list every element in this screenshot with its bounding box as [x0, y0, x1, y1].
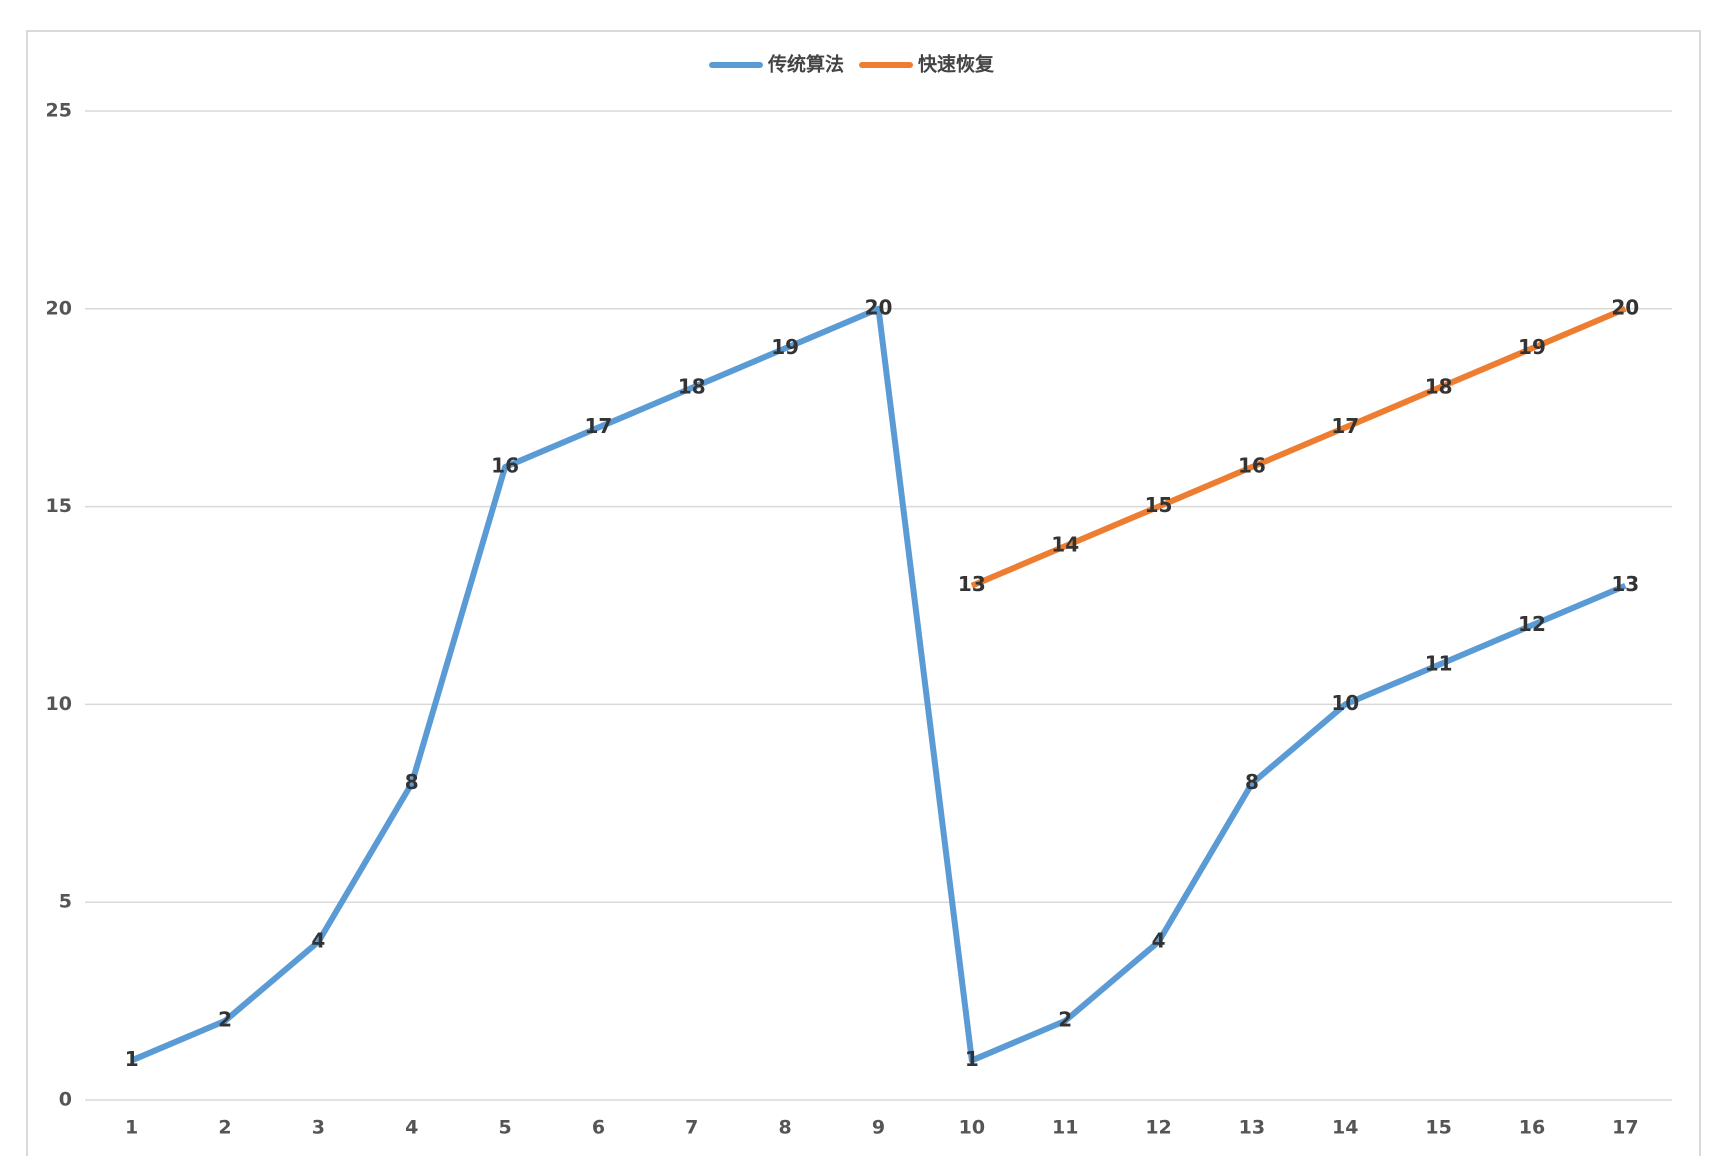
data-label: 19	[1518, 335, 1546, 359]
y-tick-label: 5	[59, 891, 72, 913]
x-tick-label: 8	[779, 1117, 792, 1139]
x-tick-label: 12	[1145, 1117, 1171, 1139]
x-tick-label: 3	[312, 1117, 325, 1139]
data-label: 13	[1611, 572, 1639, 596]
data-label: 4	[1152, 928, 1166, 952]
x-tick-label: 1	[125, 1117, 138, 1139]
data-label: 20	[1611, 295, 1639, 319]
y-tick-label: 25	[46, 100, 72, 122]
x-tick-label: 16	[1519, 1117, 1545, 1139]
x-tick-label: 4	[405, 1117, 418, 1139]
x-tick-label: 13	[1239, 1117, 1265, 1139]
data-label: 10	[1331, 691, 1359, 715]
data-label: 19	[771, 335, 799, 359]
data-label: 1	[125, 1047, 139, 1071]
data-label: 12	[1518, 612, 1546, 636]
data-label: 17	[585, 414, 613, 438]
data-label: 11	[1425, 651, 1453, 675]
data-label: 18	[678, 374, 706, 398]
data-label: 2	[1058, 1007, 1072, 1031]
x-tick-label: 9	[872, 1117, 885, 1139]
data-label: 16	[491, 454, 519, 478]
data-label: 8	[1245, 770, 1259, 794]
data-label: 20	[865, 295, 893, 319]
data-label: 8	[405, 770, 419, 794]
y-tick-label: 20	[46, 297, 72, 319]
line-series	[970, 306, 1627, 589]
data-label: 4	[311, 928, 325, 952]
x-tick-label: 17	[1612, 1117, 1638, 1139]
x-tick-label: 11	[1052, 1117, 1078, 1139]
legend-label: 快速恢复	[918, 53, 995, 76]
x-tick-label: 7	[685, 1117, 698, 1139]
y-tick-label: 0	[59, 1089, 72, 1111]
y-tick-label: 10	[46, 693, 72, 715]
x-tick-label: 10	[959, 1117, 985, 1139]
x-tick-label: 5	[498, 1117, 511, 1139]
x-tick-label: 2	[218, 1117, 231, 1139]
line-series	[130, 305, 1627, 1064]
data-label: 14	[1051, 533, 1079, 557]
data-label: 16	[1238, 454, 1266, 478]
data-label: 13	[958, 572, 986, 596]
chart-frame	[26, 30, 1701, 1156]
legend-label: 传统算法	[767, 53, 844, 76]
x-tick-label: 6	[592, 1117, 605, 1139]
data-label: 17	[1331, 414, 1359, 438]
x-tick-label: 14	[1332, 1117, 1358, 1139]
x-tick-label: 15	[1425, 1117, 1451, 1139]
data-label: 2	[218, 1007, 232, 1031]
data-label: 15	[1145, 493, 1173, 517]
data-label: 1	[965, 1047, 979, 1071]
y-tick-label: 15	[46, 495, 72, 517]
data-label: 18	[1425, 374, 1453, 398]
